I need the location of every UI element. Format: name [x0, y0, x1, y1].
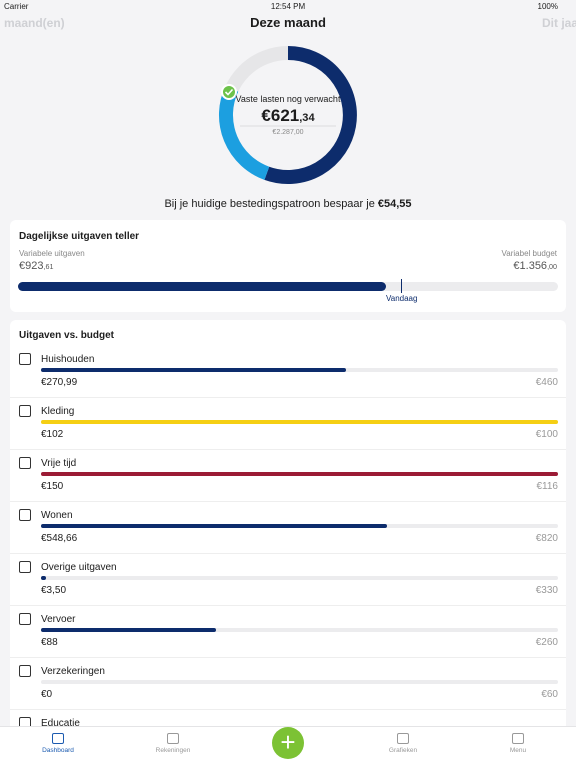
category-name: Kleding: [41, 406, 75, 417]
donut-arc: [218, 85, 270, 180]
card-title: Uitgaven vs. budget: [19, 330, 115, 341]
progress-track: [41, 420, 558, 424]
clock: 12:54 PM: [270, 2, 306, 11]
category-name: Educatie: [41, 718, 80, 729]
budget-amount: €100: [535, 429, 558, 440]
daily-card: Dagelijkse uitgaven teller Variabele uit…: [10, 220, 566, 312]
donut-label: Vaste lasten nog verwacht: [235, 94, 341, 104]
budget-amount: €60: [541, 689, 558, 700]
category-name: Vervoer: [41, 614, 76, 625]
tab-label[interactable]: Menu: [509, 747, 527, 754]
check-badge: [221, 84, 237, 100]
progress-bar: [41, 368, 346, 372]
check: [224, 88, 234, 96]
tab-icon[interactable]: [167, 733, 179, 744]
budget-amount: €330: [535, 585, 558, 596]
category-icon: [19, 561, 31, 573]
budget-amount: €820: [535, 533, 558, 544]
separator: [10, 501, 566, 502]
spent-amount: €150: [41, 481, 64, 492]
category-name: Verzekeringen: [41, 666, 105, 677]
progress-bar: [41, 628, 216, 632]
progress-track: [41, 680, 558, 684]
tab-label[interactable]: Dashboard: [42, 747, 74, 754]
separator: [10, 449, 566, 450]
total-amount: €2.287,00: [272, 129, 304, 136]
today-label: Vandaag: [386, 294, 418, 303]
today-marker: [401, 279, 402, 293]
caption: Variabele uitgaven: [19, 249, 85, 258]
category-icon: [19, 405, 31, 417]
savings-text: Bij je huidige bestedingspatroon bespaar…: [164, 198, 375, 210]
spent-amount: €548,66: [41, 533, 78, 544]
savings: Bij je huidige bestedingspatroon bespaar…: [0, 198, 576, 210]
donut: [218, 46, 357, 184]
progress-track: [41, 524, 558, 528]
budget-amount: €1.356,00: [513, 260, 557, 272]
category-name: Wonen: [41, 510, 73, 521]
category-icon: [19, 665, 31, 677]
tab-icon[interactable]: [52, 733, 64, 744]
budget-card: Uitgaven vs. budget Huishouden €270,99 €46…: [10, 320, 566, 740]
remaining-amount: €621,34: [261, 106, 315, 125]
add-button[interactable]: +: [272, 727, 304, 759]
budget-amount: €116: [536, 481, 558, 492]
battery: 100%: [537, 2, 558, 11]
separator: [10, 553, 566, 554]
donut-arc: [264, 46, 357, 184]
separator: [10, 605, 566, 606]
tab-label[interactable]: Rekeningen: [155, 747, 191, 754]
progress-track: [41, 368, 558, 372]
progress-track: [41, 628, 558, 632]
caption: Variabel budget: [501, 249, 557, 258]
spent-amount: €3,50: [41, 585, 67, 596]
category-icon: [19, 457, 31, 469]
tab-icon[interactable]: [512, 733, 524, 744]
progress-bar: [41, 524, 387, 528]
spent-amount: €0: [41, 689, 53, 700]
spent-amount: €923,61: [19, 260, 54, 272]
spent-amount: €102: [41, 429, 64, 440]
budget-amount: €460: [535, 377, 558, 388]
progress-track: [18, 282, 558, 291]
next-tab[interactable]: Dit jaar: [542, 16, 576, 30]
prev-tab[interactable]: maand(en): [4, 16, 65, 30]
progress-bar: [41, 472, 558, 476]
progress-bar: [41, 420, 558, 424]
page-title: Deze maand: [250, 15, 326, 30]
category-icon: [19, 509, 31, 521]
carrier: Carrier: [4, 2, 29, 11]
progress-track: [41, 472, 558, 476]
category-name: Vrije tijd: [41, 458, 77, 469]
tab-icon[interactable]: [397, 733, 409, 744]
tab-label[interactable]: Grafieken: [388, 747, 418, 754]
category-icon: [19, 353, 31, 365]
card-title: Dagelijkse uitgaven teller: [19, 231, 140, 242]
progress-bar: [18, 282, 386, 291]
separator: [10, 397, 566, 398]
separator: [10, 709, 566, 710]
savings-amount: €54,55: [377, 198, 412, 210]
budget-amount: €260: [535, 637, 558, 648]
spent-amount: €88: [41, 637, 58, 648]
spent-amount: €270,99: [41, 377, 78, 388]
progress-track: [41, 576, 558, 580]
category-name: Huishouden: [41, 354, 95, 365]
progress-bar: [41, 576, 47, 580]
separator: [10, 657, 566, 658]
category-icon: [19, 613, 31, 625]
category-name: Overige uitgaven: [41, 562, 117, 573]
